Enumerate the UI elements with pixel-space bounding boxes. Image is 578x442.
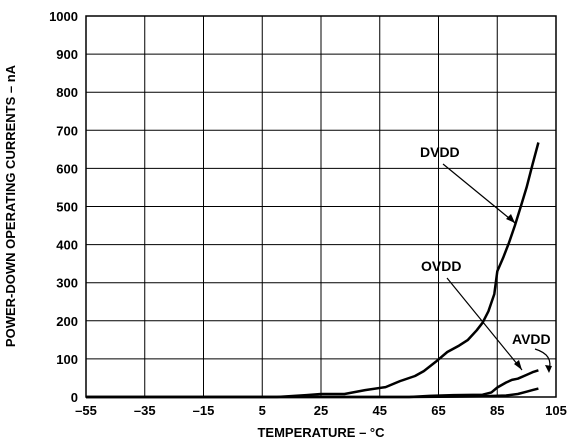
arrowhead-ovdd bbox=[514, 360, 522, 370]
annotation-dvdd: DVDD bbox=[420, 144, 460, 160]
plot-frame bbox=[85, 15, 557, 398]
leader-dvdd bbox=[442, 163, 516, 224]
x-tick-label: 65 bbox=[431, 403, 445, 418]
y-tick-label: 900 bbox=[56, 47, 78, 62]
x-tick-label: –35 bbox=[134, 403, 156, 418]
x-tick-label: 105 bbox=[545, 403, 567, 418]
x-tick-label: 25 bbox=[314, 403, 328, 418]
y-tick-label: 1000 bbox=[49, 9, 78, 24]
annotation-ovdd: OVDD bbox=[421, 258, 461, 274]
x-tick-label: –55 bbox=[75, 403, 97, 418]
arrowhead-dvdd bbox=[506, 214, 515, 223]
leader-ovdd bbox=[446, 277, 523, 371]
x-tick-label: 45 bbox=[373, 403, 387, 418]
y-tick-label: 200 bbox=[56, 314, 78, 329]
y-tick-label: 100 bbox=[56, 352, 78, 367]
y-tick-label: 500 bbox=[56, 200, 78, 215]
y-tick-label: 600 bbox=[56, 161, 78, 176]
y-axis-title: POWER-DOWN OPERATING CURRENTS – nA bbox=[3, 64, 18, 347]
x-tick-labels: –55 –35 –15 5 25 45 65 85 105 bbox=[75, 403, 567, 418]
x-tick-label: 85 bbox=[490, 403, 504, 418]
y-tick-label: 0 bbox=[71, 390, 78, 405]
y-tick-labels: 0 100 200 300 400 500 600 700 800 900 1000 bbox=[49, 9, 78, 405]
x-tick-label: –15 bbox=[193, 403, 215, 418]
y-tick-label: 300 bbox=[56, 276, 78, 291]
y-tick-label: 700 bbox=[56, 123, 78, 138]
y-tick-label: 400 bbox=[56, 238, 78, 253]
y-tick-label: 800 bbox=[56, 85, 78, 100]
series-line-dvdd bbox=[86, 142, 540, 399]
arrowhead-avdd bbox=[545, 365, 552, 373]
annotation-avdd: AVDD bbox=[512, 331, 551, 347]
x-tick-label: 5 bbox=[259, 403, 266, 418]
annotations: DVDD OVDD AVDD bbox=[420, 144, 552, 373]
x-axis-title: TEMPERATURE – °C bbox=[257, 425, 385, 440]
